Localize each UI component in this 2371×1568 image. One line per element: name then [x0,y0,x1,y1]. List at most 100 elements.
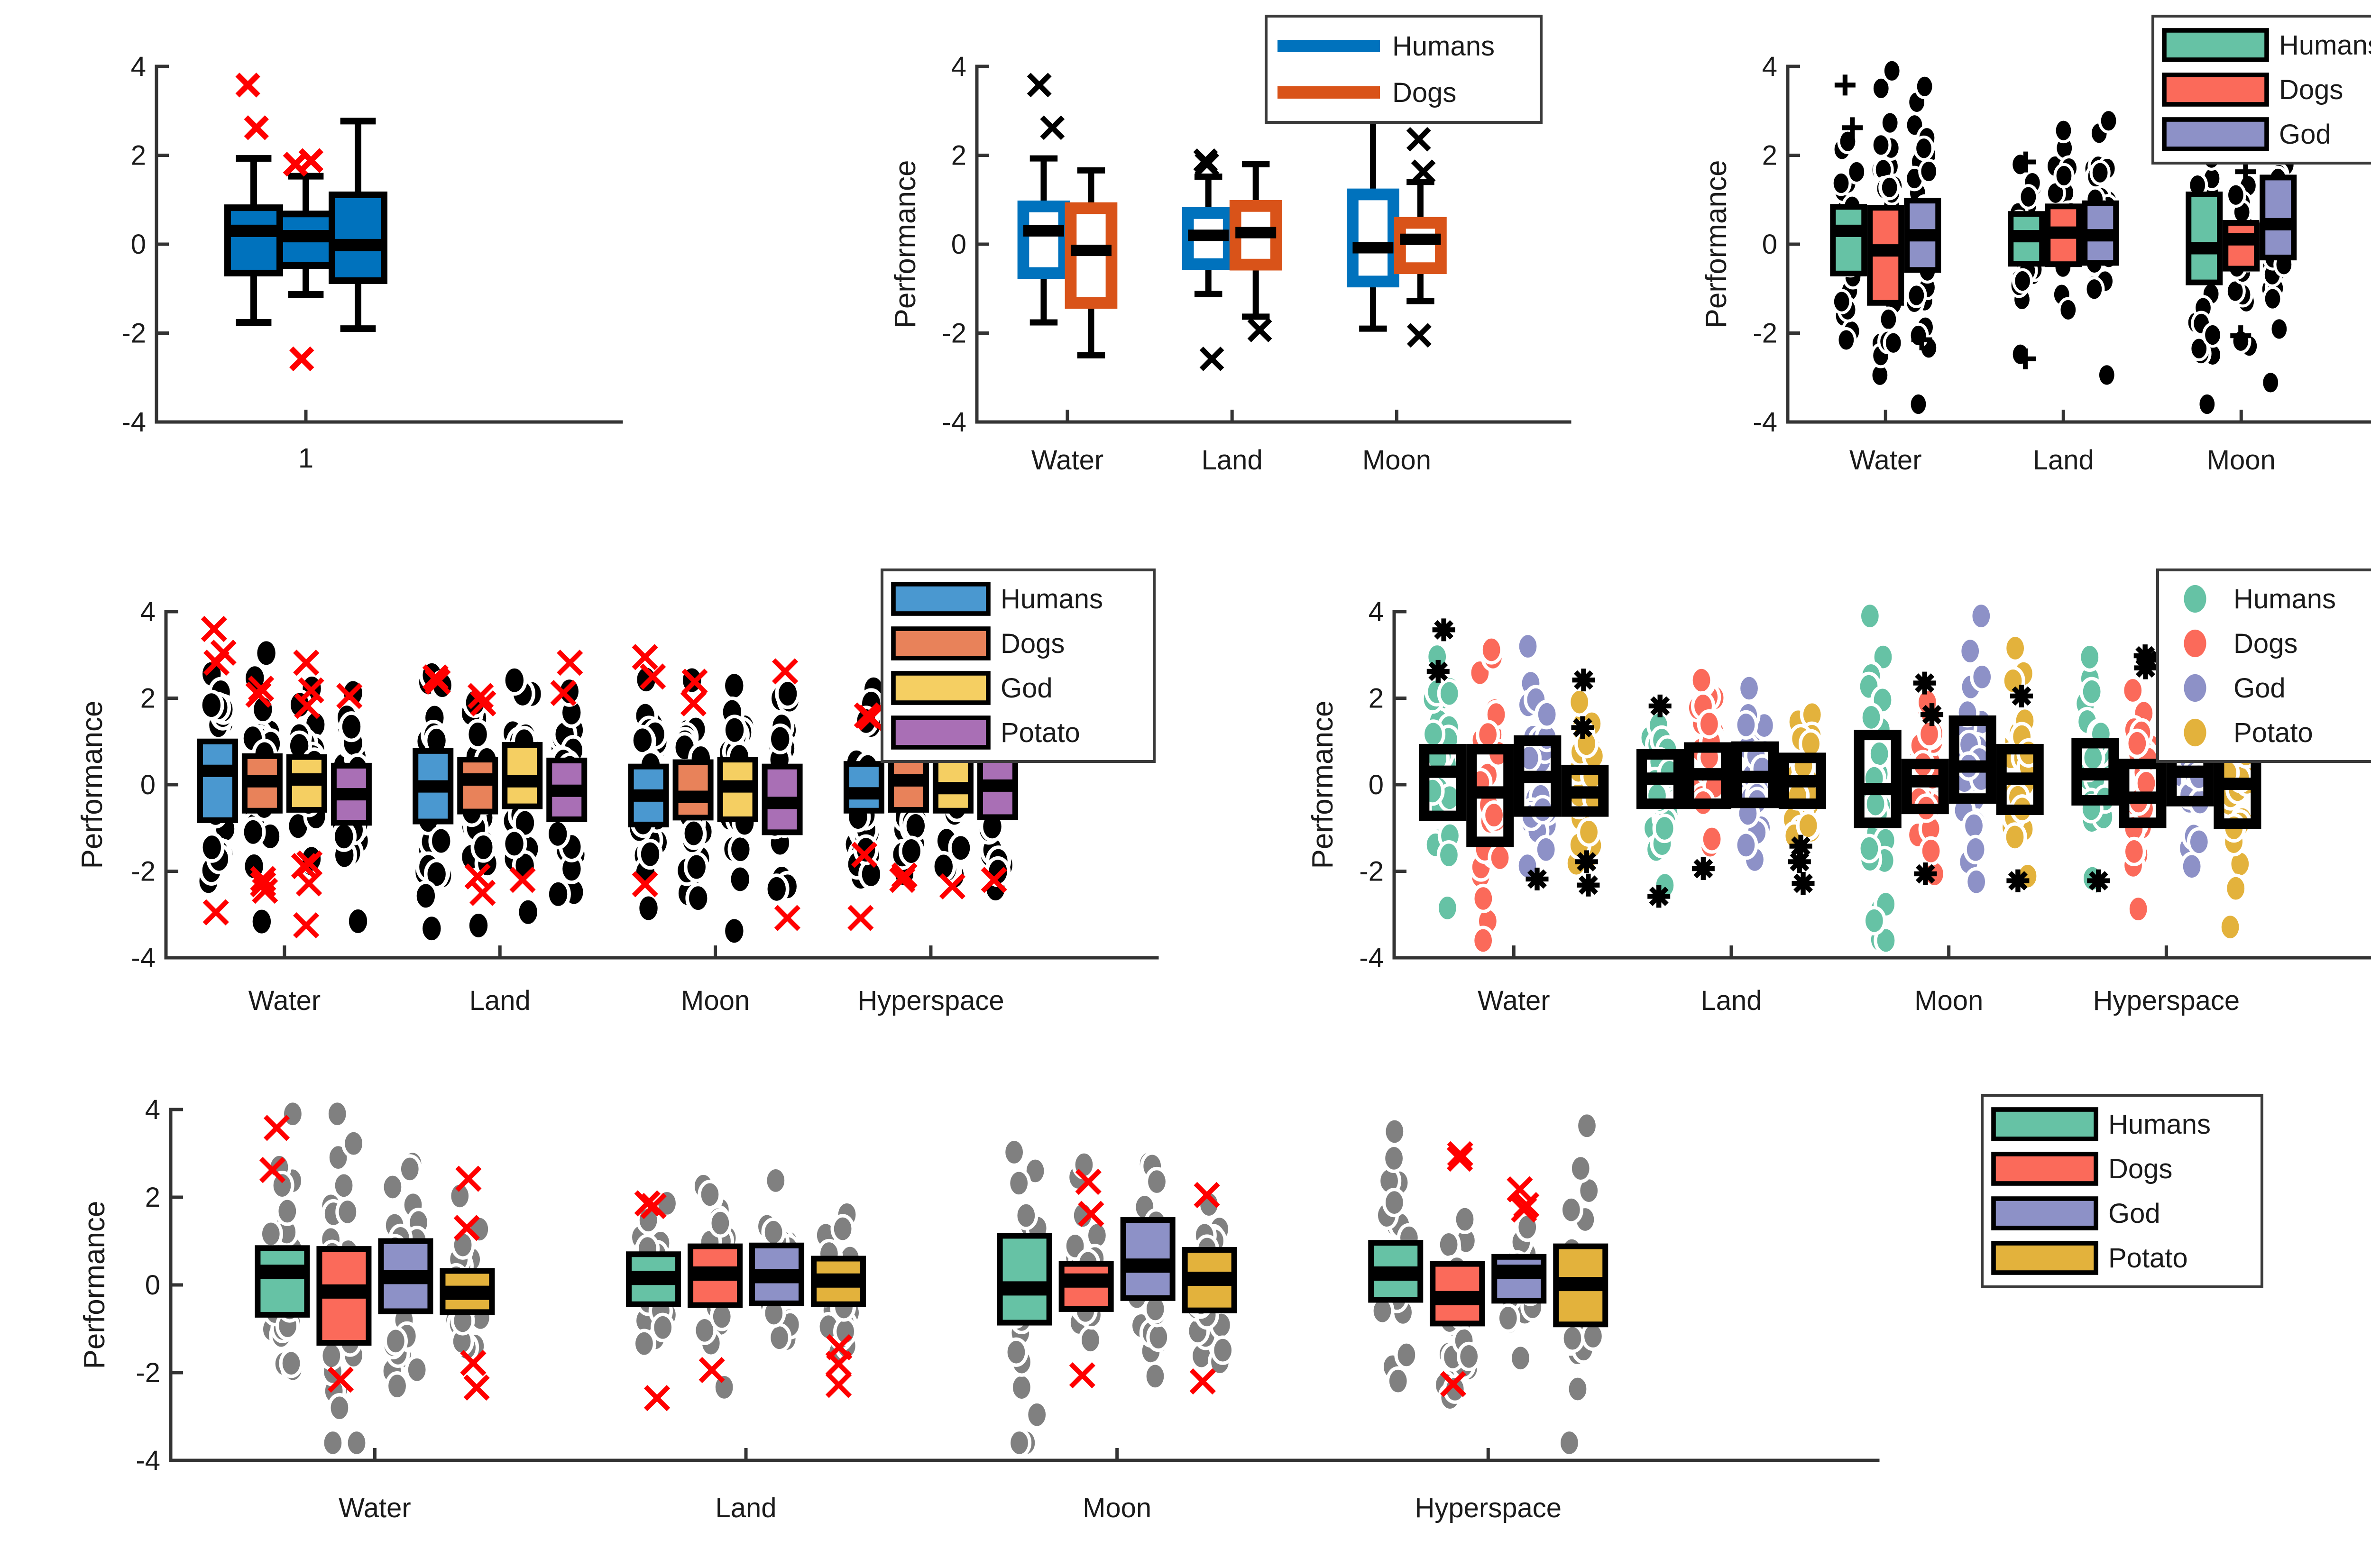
scatter-dot [2262,286,2283,312]
panel6-axes: 4 2 0 -2 -4 [136,1094,1880,1476]
outlier-plus-marker [2015,151,2036,173]
scatter-dot [1146,1322,1171,1352]
legend-entry-label: God [2279,119,2331,150]
scatter-dot [380,1172,405,1202]
panel2-whisker [1241,161,1270,320]
scatter-dot [1970,662,1994,692]
scatter-dot [1078,1325,1103,1355]
panel6-outliers [453,1165,490,1401]
scatter-dot [1652,813,1677,844]
outlier-x-marker [469,880,496,906]
scatter-dot [515,897,541,928]
scatter-dot [1964,867,1989,897]
outlier-x-marker [640,663,666,690]
outlier-plus-marker [2230,325,2252,347]
panel5-outliers [1691,857,1715,880]
panel4-plot-content [195,615,1019,946]
outlier-x-marker [203,650,230,676]
outlier-x-marker [1507,1176,1533,1202]
scatter-dot [1014,1201,1038,1230]
scatter-dot [1535,699,1559,729]
scatter-dot [1436,840,1461,870]
outlier-x-marker [470,690,496,717]
scatter-dot [767,723,793,755]
scatter-dot [2218,912,2242,942]
legend-entry-label: Humans [1001,584,1103,614]
scatter-dot [331,821,357,852]
panel4-outliers [464,683,496,906]
panel2-outliers [1027,73,1065,140]
scatter-dot [2224,873,2248,903]
legend-color-swatch [2162,28,2269,62]
scatter-dot [1574,1111,1599,1141]
panel2-axes: 4 2 0 -2 -4 [942,51,1571,438]
outlier-asterisk-marker [1792,872,1815,895]
scatter-dot [1025,1400,1049,1430]
panel-4-four-group-boxplot-scatter: 4 2 0 -2 -4 Performance Water Land Moon Hyperspac… [66,559,1214,1053]
panel-1-single-group-boxplot: 4 2 0 -2 -4 1 [66,9,692,512]
outlier-asterisk-marker [2134,656,2157,679]
panel5-ytick-label: 2 [1369,683,1384,714]
panel4-ytick-label: -2 [131,856,156,887]
scatter-dot [722,715,747,746]
outlier-x-marker [1247,318,1272,342]
outlier-x-marker [327,1366,354,1393]
scatter-dot [1689,665,1714,695]
scatter-dot [708,1208,733,1238]
scatter-dot [1004,1337,1029,1367]
scatter-dot [1874,926,1898,955]
panel6-box-Moon-God [1120,1149,1176,1391]
panel3-outliers [1834,74,1863,138]
scatter-dot [1914,73,1935,100]
panel5-xtick-label: Water [1478,985,1550,1016]
scatter-dot [767,1323,792,1353]
scatter-dot [692,1315,717,1345]
legend-color-swatch [1991,1152,2098,1186]
outlier-x-marker [1075,1169,1102,1195]
outlier-asterisk-marker [1432,618,1455,642]
panel2-box-Water-Dogs [1065,167,1118,358]
scatter-dot [1857,834,1882,863]
panel6-outliers [327,1366,354,1393]
panel6-xtick-label: Water [339,1493,411,1523]
panel5-axes: 4 2 0 -2 -4 [1359,596,2371,973]
scatter-dot [948,832,974,863]
panel3-box-Water-God [1903,73,1941,417]
scatter-dot [1883,330,1904,356]
panel3-legend: Humans Dogs God [2151,15,2371,165]
scatter-dot [1857,601,1882,631]
scatter-dot [1559,1195,1584,1225]
outlier-plus-marker [1834,74,1856,96]
panel3-box-Moon-Humans [2185,131,2224,417]
scatter-dot [321,1428,345,1458]
panel5-box-Water-Potato [1561,669,1609,897]
scatter-dot [2269,316,2290,342]
outlier-asterisk-marker [1575,850,1598,873]
scatter-dot [632,1329,657,1358]
box-rect [2223,220,2260,272]
outlier-x-marker [464,863,491,890]
scatter-dot [344,1428,369,1458]
panel3-ytick-label: -4 [1753,407,1777,438]
panel4-ytick-label: 4 [140,596,156,627]
scatter-dot [698,1180,722,1210]
scatter-dot [1452,1204,1477,1234]
panel-6-wide-four-group-boxplot: 4 2 0 -2 -4 Performance Water Land Moon Hyperspac… [66,1081,2371,1555]
panel6-ytick-label: 2 [145,1182,160,1213]
panel4-outliers [245,675,278,904]
outlier-x-marker [244,115,269,140]
panel6-outliers [698,1357,725,1384]
panel5-outliers [1571,669,1600,897]
panel3-ytick-label: 0 [1762,229,1777,260]
scatter-dot [545,818,570,850]
scatter-dot [1737,673,1762,703]
panel6-box-Hyperspace-Potato [1553,1111,1608,1458]
scatter-dot [249,906,275,937]
scatter-dot [2202,322,2224,348]
panel2-svg: 4 2 0 -2 -4 Performance Water Land Moon Humans Dog… [889,15,1571,476]
outlier-x-marker [250,871,276,898]
outlier-x-marker [857,704,884,731]
panel1-plot-content [224,73,387,372]
box-rect [329,191,387,284]
scatter-dot [2096,362,2117,388]
